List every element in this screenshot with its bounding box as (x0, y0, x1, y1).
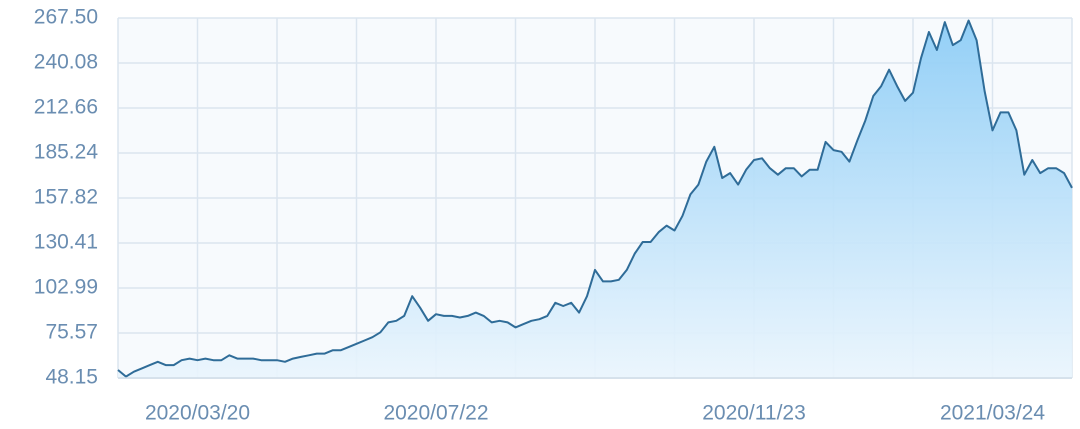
y-tick-label: 267.50 (34, 6, 98, 29)
y-tick-label: 48.15 (45, 366, 98, 389)
y-tick-label: 240.08 (34, 51, 98, 74)
x-tick-label: 2020/03/20 (145, 402, 250, 425)
area (118, 20, 1072, 378)
y-tick-label: 157.82 (34, 186, 98, 209)
x-tick-label: 2020/07/22 (383, 402, 488, 425)
y-tick-label: 102.99 (34, 276, 98, 299)
x-tick-label: 2020/11/23 (702, 402, 806, 425)
y-tick-label: 185.24 (34, 141, 99, 164)
y-tick-label: 75.57 (45, 321, 98, 344)
y-tick-label: 212.66 (34, 96, 98, 119)
x-tick-label: 2021/03/24 (940, 402, 1045, 425)
y-tick-label: 130.41 (34, 231, 98, 254)
line (117, 19, 1073, 378)
